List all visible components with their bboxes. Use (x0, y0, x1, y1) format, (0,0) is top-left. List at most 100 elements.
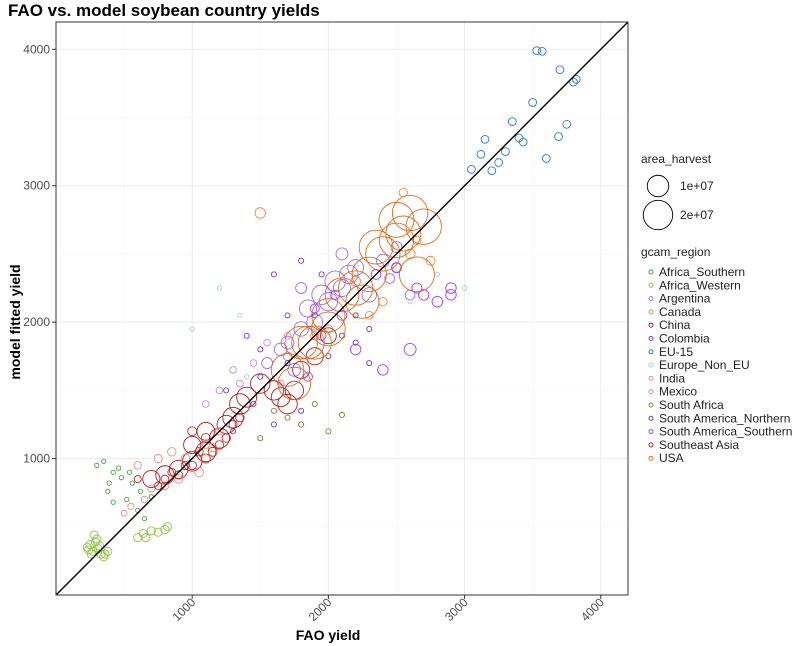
data-point (173, 474, 184, 484)
size-legend-key (642, 199, 674, 231)
size-legend-label: 1e+07 (680, 179, 714, 193)
data-point (518, 137, 528, 147)
color-legend-label: EU-15 (659, 345, 693, 359)
data-point (309, 303, 320, 314)
data-point (339, 264, 359, 285)
data-point (339, 411, 346, 418)
data-point (461, 285, 468, 291)
data-point (215, 386, 224, 395)
y-axis-ticks: 1000 2000 3000 4000 (23, 42, 56, 466)
data-point (287, 363, 302, 377)
data-point (254, 207, 266, 219)
data-point (214, 440, 225, 450)
data-point (110, 469, 116, 475)
data-point (243, 332, 250, 339)
data-point (298, 299, 317, 318)
color-legend-key (648, 269, 654, 275)
data-point (405, 208, 442, 245)
color-legend-key (648, 296, 654, 302)
color-legend-label: Europe_Non_EU (659, 358, 750, 372)
data-point (311, 311, 346, 347)
data-point (445, 282, 457, 294)
data-point (555, 65, 565, 75)
color-legend-label: Mexico (659, 385, 697, 399)
data-point (153, 454, 163, 464)
data-point (347, 259, 365, 276)
color-legend-label: Canada (659, 305, 701, 319)
data-point (318, 271, 325, 278)
data-point (153, 481, 163, 491)
color-legend-label: USA (659, 451, 684, 465)
data-point (476, 149, 486, 159)
color-legend-key (648, 322, 654, 328)
plot-border (55, 21, 629, 596)
data-point (147, 484, 156, 493)
data-point (129, 480, 135, 486)
data-point (187, 426, 198, 437)
data-point (537, 46, 547, 56)
color-legend-label: Colombia (659, 332, 710, 346)
data-point (404, 248, 416, 260)
color-legend-label: Africa_Southern (659, 265, 745, 279)
data-point (142, 469, 161, 489)
x-tick-label: 1000 (170, 595, 199, 624)
data-point (324, 270, 346, 292)
identity-line (55, 21, 629, 596)
data-point (562, 119, 572, 129)
data-point (202, 400, 210, 408)
color-legend-label: South America_Northern (659, 411, 790, 425)
data-point (569, 77, 578, 87)
data-point (494, 158, 503, 167)
color-legend-key (648, 309, 654, 315)
data-point (284, 312, 291, 319)
data-point (223, 387, 230, 394)
color-legend-label: Southeast Asia (659, 438, 739, 452)
color-legend: gcam_region Africa_SouthernAfrica_Wester… (641, 245, 792, 465)
data-point (146, 526, 156, 536)
data-point (467, 164, 476, 174)
data-point (532, 46, 542, 56)
x-axis-title: FAO yield (296, 627, 361, 643)
data-point (207, 446, 218, 457)
data-point (160, 474, 170, 484)
data-point (418, 289, 430, 301)
data-point (270, 407, 277, 414)
data-point (349, 343, 362, 356)
color-legend-key (648, 455, 654, 461)
data-point (487, 166, 497, 176)
data-point (358, 229, 394, 265)
data-point (391, 194, 429, 232)
data-point (257, 373, 264, 380)
series-mexico (202, 332, 292, 408)
size-legend-label: 2e+07 (680, 208, 714, 222)
data-point (335, 247, 349, 261)
data-point (94, 462, 100, 468)
data-point (283, 332, 292, 340)
data-point (236, 379, 244, 388)
color-legend-label: Africa_Western (659, 278, 741, 292)
y-tick-label: 3000 (23, 179, 50, 193)
data-point (337, 270, 374, 306)
data-point (332, 278, 352, 298)
color-legend-key (648, 349, 654, 355)
data-point (120, 509, 128, 517)
data-point (306, 313, 324, 331)
data-point (118, 475, 124, 481)
data-point (105, 488, 111, 494)
data-point (434, 271, 440, 277)
data-point (507, 117, 517, 126)
data-point (351, 256, 387, 293)
data-point (137, 488, 144, 494)
color-legend-key (648, 375, 654, 381)
data-point (431, 295, 444, 308)
data-point (311, 298, 346, 333)
data-point (101, 458, 107, 464)
data-point (160, 525, 170, 535)
data-point (257, 435, 264, 442)
data-point (235, 412, 245, 423)
color-legend-label: China (659, 318, 691, 332)
data-point (215, 427, 224, 436)
data-point (257, 346, 264, 353)
data-point (305, 347, 324, 366)
series-argentina (261, 241, 416, 377)
